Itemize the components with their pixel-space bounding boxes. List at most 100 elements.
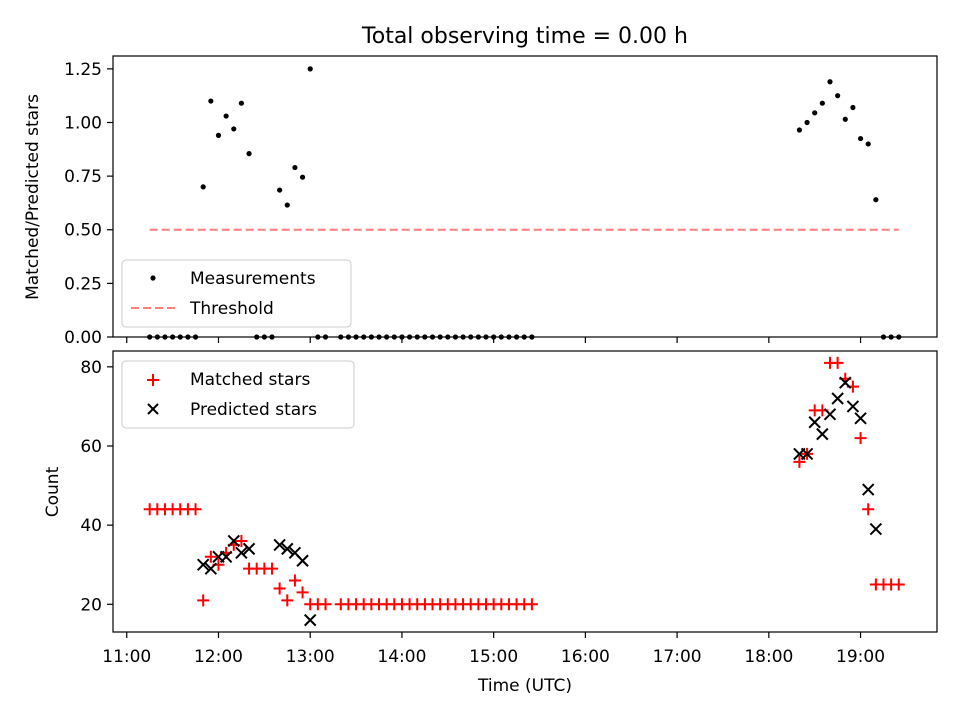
x-tick-label: 18:00 <box>744 647 793 667</box>
predicted-star-point <box>235 546 248 560</box>
top-axes-frame <box>112 55 938 338</box>
legend-predicted-label: Predicted stars <box>190 400 317 420</box>
measurement-point <box>842 116 848 122</box>
bottom-y-axis: 20 40 60 80 <box>80 358 113 615</box>
matched-star-point <box>189 503 202 516</box>
y-tick-label: 0.00 <box>64 328 102 348</box>
predicted-star-point <box>816 427 829 441</box>
measurement-point <box>208 98 214 104</box>
measurement-point <box>827 79 833 85</box>
matched-star-point <box>831 356 844 369</box>
y-tick-label: 0.25 <box>64 274 102 294</box>
matched-star-point <box>273 582 286 595</box>
measurement-point <box>284 202 290 208</box>
matched-star-point <box>281 594 294 607</box>
top-legend-box <box>121 259 352 328</box>
bottom-legend: Matched stars Predicted stars <box>121 360 355 429</box>
x-tick-label: 14:00 <box>377 647 426 667</box>
predicted-star-point <box>808 416 821 429</box>
legend-predicted-marker <box>147 403 159 415</box>
legend-matched-marker <box>147 374 159 386</box>
matched-star-point <box>288 574 301 587</box>
measurement-point <box>812 110 818 116</box>
x-tick-label: 16:00 <box>561 647 610 667</box>
matched-star-point <box>235 534 248 547</box>
legend-measurements-marker <box>150 275 156 281</box>
predicted-star-point <box>304 613 317 627</box>
predicted-star-point <box>846 400 860 413</box>
x-tick-label: 19:00 <box>836 647 885 667</box>
x-axis-label: Time (UTC) <box>477 676 572 696</box>
y-tick-label: 0.75 <box>64 167 102 187</box>
top-legend: Measurements Threshold <box>121 259 352 328</box>
top-y-axis-label: Matched/Predicted stars <box>23 94 43 300</box>
predicted-star-point <box>831 392 844 405</box>
matched-star-point <box>854 432 867 445</box>
predicted-star-point <box>227 534 240 548</box>
measurement-point <box>200 184 206 190</box>
predicted-star-point <box>204 562 218 575</box>
measurement-point <box>238 100 245 106</box>
matched-star-point <box>197 594 210 607</box>
y-tick-label: 80 <box>80 358 102 378</box>
measurement-point <box>231 126 237 132</box>
predicted-stars-points <box>196 376 883 627</box>
predicted-star-point <box>839 376 852 389</box>
x-tick-label: 17:00 <box>653 647 702 667</box>
matched-star-point <box>265 562 278 575</box>
measurement-point <box>299 174 306 180</box>
predicted-star-point <box>869 522 883 536</box>
bottom-legend-box <box>121 360 355 429</box>
y-tick-label: 0.50 <box>64 221 102 241</box>
measurement-point <box>292 164 298 171</box>
matched-star-point <box>892 578 905 591</box>
y-tick-label: 20 <box>80 595 102 615</box>
measurement-point <box>307 66 313 72</box>
measurement-point <box>804 119 810 126</box>
x-tick-label: 12:00 <box>194 647 243 667</box>
measurement-point <box>835 93 841 99</box>
predicted-star-point <box>242 542 256 556</box>
top-y-axis: 0.00 0.25 0.50 0.75 1.00 1.25 <box>64 60 113 348</box>
measurement-point <box>865 141 871 147</box>
y-tick-label: 1.25 <box>64 60 102 80</box>
top-panel: 0.00 0.25 0.50 0.75 1.00 1.25 Matched/Predict… <box>23 55 938 348</box>
y-tick-label: 40 <box>80 516 102 536</box>
measurement-point <box>277 187 283 193</box>
bottom-x-axis: 11:00 12:00 13:00 14:00 15:00 16:00 17:00 18:00… <box>102 632 885 667</box>
chart-title: Total observing time = 0.00 h <box>361 24 688 49</box>
bottom-axes-frame <box>112 350 938 633</box>
matched-star-point <box>525 598 538 611</box>
predicted-star-point <box>273 538 286 552</box>
measurement-point <box>819 100 825 106</box>
measurement-point <box>873 197 879 203</box>
legend-matched-label: Matched stars <box>190 370 310 390</box>
x-tick-label: 11:00 <box>102 647 151 667</box>
matched-star-point <box>296 586 309 599</box>
matched-star-point <box>204 550 217 563</box>
predicted-star-point <box>281 542 294 556</box>
measurement-point <box>223 113 229 119</box>
x-tick-label: 15:00 <box>469 647 518 667</box>
measurement-point <box>796 127 803 133</box>
predicted-star-point <box>296 554 309 567</box>
measurement-point <box>215 132 222 138</box>
legend-measurements-label: Measurements <box>190 269 316 289</box>
legend-threshold-label: Threshold <box>189 299 274 319</box>
predicted-star-point <box>823 408 837 421</box>
measurement-point <box>850 104 856 111</box>
predicted-star-point <box>196 558 210 571</box>
predicted-star-point <box>219 550 233 564</box>
measurement-point <box>246 150 252 157</box>
y-tick-label: 60 <box>80 437 102 457</box>
matched-star-point <box>793 455 806 468</box>
matched-star-point <box>319 598 332 611</box>
bottom-y-axis-label: Count <box>43 466 63 517</box>
predicted-star-point <box>854 412 867 425</box>
x-tick-label: 13:00 <box>286 647 335 667</box>
y-tick-label: 1.00 <box>64 113 102 133</box>
measurement-point <box>857 135 864 142</box>
predicted-star-point <box>861 483 875 496</box>
top-x-axis-ticks <box>126 337 862 343</box>
